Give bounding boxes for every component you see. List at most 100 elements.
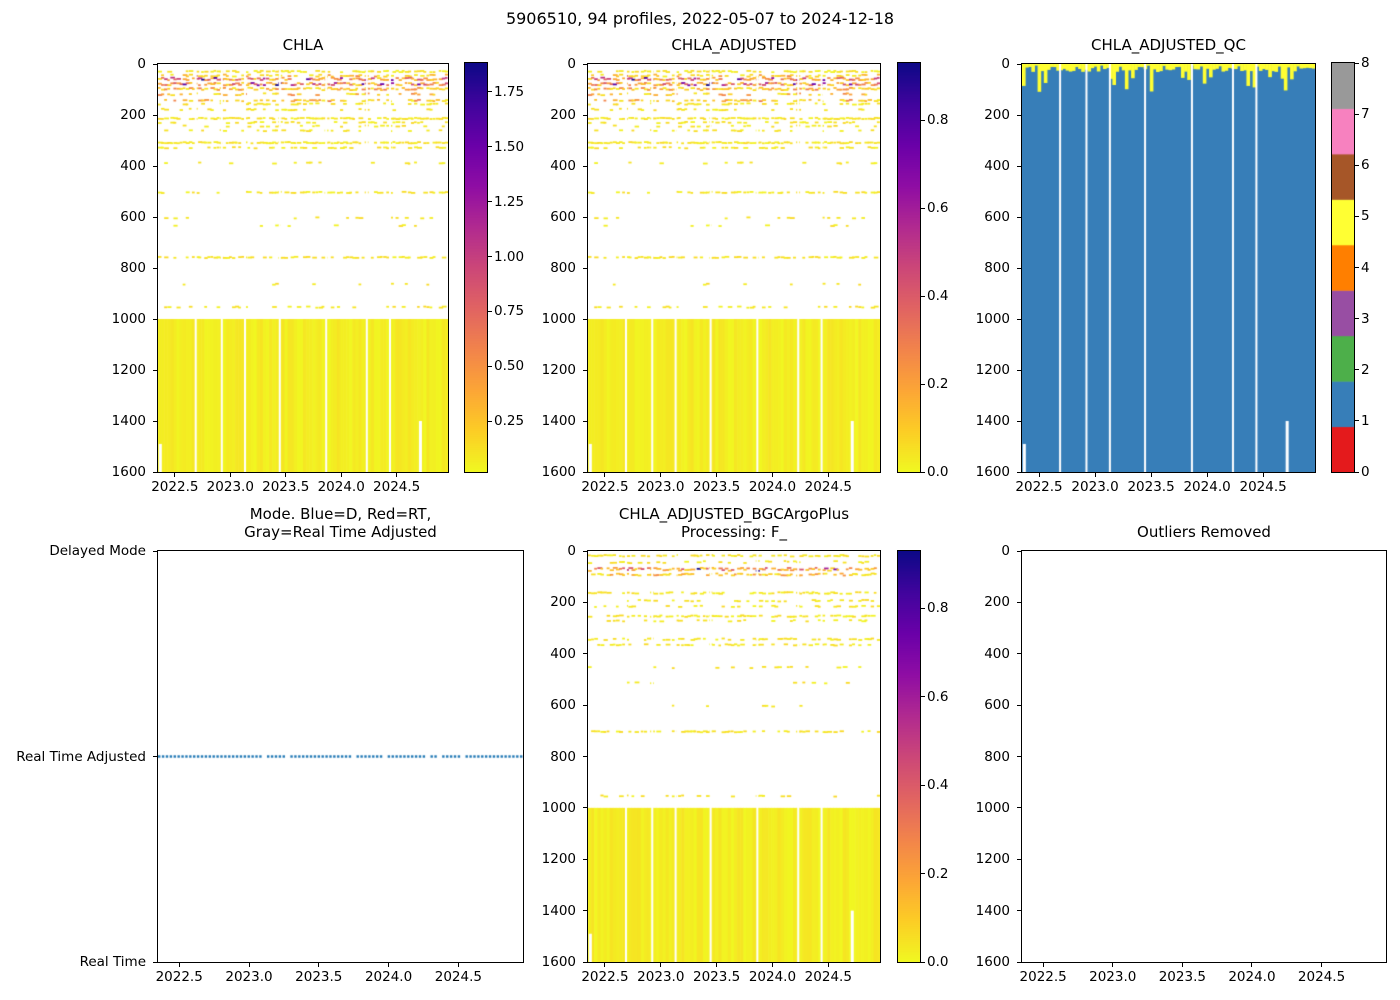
colorbar-chla_adjusted-canvas	[898, 63, 920, 472]
colorbar-tick-mark	[488, 365, 492, 367]
y-tick-mark	[583, 858, 587, 860]
x-tick-label: 2022.5	[581, 479, 629, 495]
y-tick-mark	[583, 420, 587, 422]
colorbar-tick-label: 3	[1361, 310, 1370, 327]
colorbar-bgc-canvas	[898, 551, 920, 962]
colorbar-tick-label: 1.00	[494, 248, 525, 265]
x-tick-label: 2023.0	[1089, 969, 1137, 985]
colorbar-chla-canvas	[465, 63, 487, 472]
colorbar-tick-label: 0.8	[927, 600, 949, 617]
x-tick-label: 2024.0	[364, 969, 413, 985]
y-tick-label: 600	[984, 209, 1010, 225]
x-tick-label: 2022.5	[581, 969, 629, 985]
colorbar-tick-label: 0.6	[927, 200, 949, 217]
x-tick-label: 2024.5	[1239, 479, 1287, 495]
colorbar-tick-mark	[921, 295, 925, 297]
colorbar-tick-label: 0.8	[927, 112, 949, 129]
y-tick-label: 1400	[975, 413, 1010, 429]
colorbar-tick-mark	[921, 471, 925, 473]
x-tick-label: 2023.5	[1158, 969, 1206, 985]
plot-title-qc: CHLA_ADJUSTED_QC	[1091, 36, 1246, 54]
x-tick-mark	[388, 963, 390, 967]
x-tick-mark	[771, 473, 773, 477]
plot-title-chla_adjusted: CHLA_ADJUSTED	[671, 36, 797, 54]
x-tick-mark	[340, 473, 342, 477]
y-tick-mark	[583, 318, 587, 320]
colorbar-tick-mark	[488, 201, 492, 203]
y-tick-mark	[153, 216, 157, 218]
x-tick-mark	[457, 963, 459, 967]
y-tick-label: 1600	[975, 954, 1010, 970]
y-tick-mark	[1017, 653, 1021, 655]
y-tick-label: 1400	[541, 413, 576, 429]
x-tick-label: 2024.0	[1228, 969, 1276, 985]
colorbar-tick-label: 8	[1361, 55, 1370, 71]
colorbar-tick-mark	[1355, 62, 1359, 64]
x-tick-mark	[174, 473, 176, 477]
x-tick-label: 2024.5	[373, 479, 421, 495]
plot-title-bgc: CHLA_ADJUSTED_BGCArgoPlus Processing: F_	[618, 505, 850, 541]
y-tick-mark	[1017, 165, 1021, 167]
colorbar-tick-label: 0.4	[927, 288, 949, 305]
axes-qc	[1021, 63, 1316, 473]
colorbar-tick-mark	[1355, 369, 1359, 371]
outliers-canvas	[1022, 551, 1386, 962]
x-tick-mark	[1094, 473, 1096, 477]
y-tick-mark	[583, 267, 587, 269]
y-tick-mark	[583, 63, 587, 65]
y-tick-mark	[583, 165, 587, 167]
y-tick-mark	[1017, 756, 1021, 757]
x-tick-mark	[229, 473, 231, 477]
colorbar-tick-label: 2	[1361, 361, 1370, 378]
y-tick-mark	[153, 165, 157, 167]
y-tick-mark	[1017, 550, 1021, 552]
colorbar-tick-label: 1.25	[494, 193, 525, 210]
y-tick-label: 1600	[541, 464, 576, 480]
colorbar-tick-mark	[921, 383, 925, 385]
x-tick-label: 2023.5	[693, 969, 741, 985]
colorbar-tick-mark	[488, 91, 492, 93]
x-tick-mark	[604, 963, 606, 967]
y-tick-mark	[1017, 318, 1021, 320]
chla_adjusted-canvas	[588, 64, 880, 472]
chla-canvas	[158, 64, 448, 472]
colorbar-tick-label: 0.6	[927, 688, 949, 705]
y-tick-label: 1200	[975, 851, 1010, 868]
y-tick-label: 400	[550, 645, 576, 662]
y-tick-mark	[1017, 910, 1021, 912]
colorbar-tick-mark	[1355, 318, 1359, 320]
y-tick-mark	[1017, 267, 1021, 269]
x-tick-mark	[716, 963, 718, 967]
y-tick-label: 0	[567, 543, 576, 559]
colorbar-tick-mark	[488, 146, 492, 148]
y-tick-label: 1000	[975, 311, 1010, 327]
plot-title-chla: CHLA	[282, 36, 324, 54]
x-tick-label: 2022.5	[1019, 969, 1067, 985]
y-tick-label: 1200	[541, 851, 576, 868]
x-tick-label: 2024.5	[434, 969, 482, 985]
y-tick-mark	[583, 471, 587, 473]
y-tick-label: 600	[550, 209, 576, 225]
x-tick-mark	[318, 963, 320, 967]
y-tick-label: 600	[120, 209, 146, 225]
y-tick-mark	[1017, 961, 1021, 963]
y-tick-mark	[1017, 471, 1021, 473]
y-category-label: Real Time Adjusted	[16, 748, 146, 765]
y-tick-label: 600	[550, 697, 576, 714]
x-tick-mark	[248, 963, 250, 967]
x-tick-mark	[1042, 963, 1044, 967]
y-tick-mark	[153, 63, 157, 65]
y-tick-mark	[583, 756, 587, 757]
y-tick-label: 0	[567, 56, 576, 72]
qc-canvas	[1022, 64, 1315, 472]
y-tick-mark	[153, 420, 157, 422]
colorbar-tick-label: 0.4	[927, 777, 949, 794]
colorbar-tick-mark	[921, 119, 925, 121]
x-tick-label: 2024.0	[317, 479, 365, 495]
x-tick-mark	[1321, 963, 1323, 967]
y-tick-label: 800	[550, 748, 576, 765]
x-tick-label: 2024.0	[748, 479, 797, 495]
colorbar-tick-mark	[921, 961, 925, 963]
y-tick-mark	[153, 318, 157, 320]
y-tick-mark	[1017, 114, 1021, 116]
